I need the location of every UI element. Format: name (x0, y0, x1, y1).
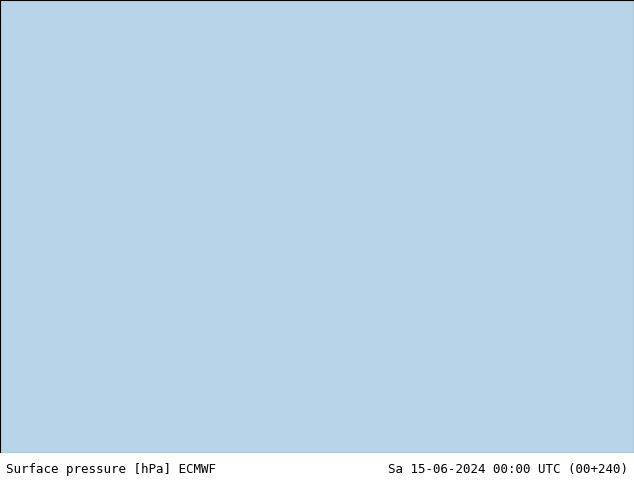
Text: Sa 15-06-2024 00:00 UTC (00+240): Sa 15-06-2024 00:00 UTC (00+240) (387, 463, 628, 476)
Text: Surface pressure [hPa] ECMWF: Surface pressure [hPa] ECMWF (6, 463, 216, 476)
